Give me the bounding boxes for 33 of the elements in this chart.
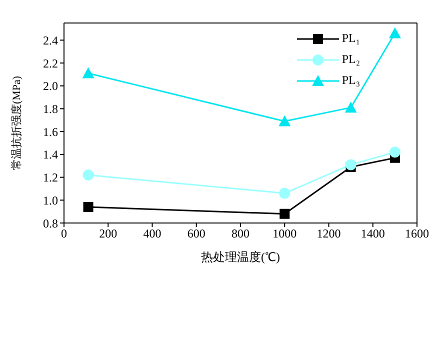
y-tick-label: 1.0	[43, 193, 58, 208]
y-tick-label: 1.6	[43, 124, 58, 139]
point	[82, 170, 94, 180]
x-tick-label: 1400	[360, 226, 385, 241]
y-tick-label: 1.8	[43, 102, 58, 116]
x-tick-label: 400	[143, 226, 162, 241]
y-tick-label: 1.4	[43, 148, 58, 162]
point	[388, 27, 401, 38]
point	[83, 202, 94, 212]
y-tick-label: 0.8	[43, 216, 58, 230]
y-tick-label: 2.4	[43, 33, 58, 48]
point	[345, 159, 356, 170]
point	[279, 188, 290, 199]
x-axis-title: 热处理温度(℃)	[201, 250, 280, 264]
point	[82, 67, 94, 78]
x-tick-label: 1000	[272, 226, 297, 241]
legend-label: PL₂	[342, 52, 360, 67]
legend-label: PL₃	[342, 73, 360, 88]
point	[278, 115, 291, 126]
x-tick-label: 200	[99, 226, 118, 241]
point	[389, 146, 400, 158]
x-tick-label: 1600	[405, 226, 429, 241]
x-tick-label: 1200	[316, 226, 341, 241]
x-tick-label: 800	[232, 226, 250, 241]
x-tick-label: 0	[61, 226, 67, 241]
point	[280, 208, 290, 219]
point	[344, 102, 357, 113]
y-tick-label: 2.0	[43, 79, 58, 94]
y-tick-label: 2.2	[43, 56, 58, 70]
y-axis-title: 常温抗折强度(MPa)	[10, 76, 23, 170]
legend-label: PL₁	[342, 31, 360, 46]
y-tick-label: 1.2	[43, 170, 58, 185]
x-tick-label: 600	[187, 226, 206, 241]
